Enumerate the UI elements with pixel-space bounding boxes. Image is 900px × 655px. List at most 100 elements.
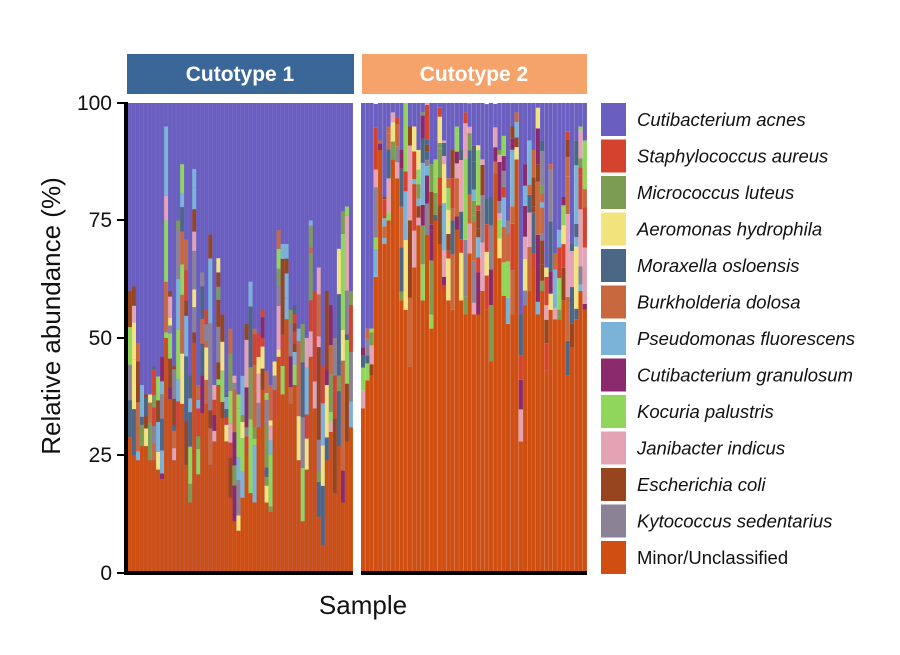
segment-burkholderia-dolosa	[264, 370, 269, 393]
segment-kytococcus-sedentarius	[365, 338, 370, 356]
segment-cutibacterium-acnes	[390, 103, 396, 113]
segment-micrococcus-luteus	[348, 291, 353, 306]
segment-janibacter-indicus	[344, 215, 349, 291]
segment-pseudomonas-fluorescens	[373, 248, 379, 277]
segment-escherichia-coli	[208, 234, 213, 259]
segment-cutibacterium-granulosum	[340, 470, 345, 503]
segment-pseudomonas-fluorescens	[160, 450, 165, 474]
sample-bar	[569, 103, 575, 573]
segment-pseudomonas-fluorescens	[424, 166, 430, 176]
segment-aeromonas-hydrophila	[476, 145, 481, 151]
segment-staphylococcus-aureus	[224, 417, 229, 425]
segment-micrococcus-luteus	[148, 422, 153, 441]
segment-micrococcus-luteus	[308, 252, 313, 301]
sample-bar	[336, 103, 341, 573]
segment-janibacter-indicus	[304, 338, 309, 368]
segment-kocuria-palustris	[463, 158, 468, 179]
segment-pseudomonas-fluorescens	[224, 396, 229, 410]
segment-kytococcus-sedentarius	[497, 201, 502, 214]
segment-cutibacterium-acnes	[412, 103, 417, 127]
segment-minor-unclassified	[348, 427, 353, 573]
segment-micrococcus-luteus	[232, 465, 237, 486]
segment-moraxella-osloensis	[140, 416, 145, 425]
segment-kytococcus-sedentarius	[172, 369, 177, 399]
segment-minor-unclassified	[332, 493, 337, 573]
segment-cutibacterium-acnes	[180, 103, 185, 165]
legend-item: Micrococcus luteus	[601, 176, 794, 209]
segment-burkholderia-dolosa	[180, 231, 185, 265]
sample-bar	[527, 103, 532, 573]
segment-janibacter-indicus	[369, 345, 374, 365]
segment-aeromonas-hydrophila	[304, 438, 309, 470]
segment-staphylococcus-aureus	[244, 436, 249, 456]
segment-staphylococcus-aureus	[312, 355, 317, 382]
segment-cutibacterium-acnes	[192, 103, 197, 169]
segment-micrococcus-luteus	[340, 211, 345, 234]
segment-burkholderia-dolosa	[252, 364, 257, 428]
segment-moraxella-osloensis	[160, 418, 165, 451]
segment-cutibacterium-acnes	[340, 103, 345, 212]
segment-burkholderia-dolosa	[582, 189, 587, 208]
segment-staphylococcus-aureus	[176, 401, 181, 428]
segment-micrococcus-luteus	[416, 184, 421, 199]
segment-micrococcus-luteus	[437, 148, 443, 178]
segment-cutibacterium-acnes	[296, 103, 301, 329]
segment-cutibacterium-acnes	[582, 103, 587, 141]
segment-micrococcus-luteus	[300, 323, 305, 363]
segment-janibacter-indicus	[467, 126, 472, 134]
segment-kocuria-palustris	[180, 264, 185, 295]
segment-kocuria-palustris	[497, 219, 502, 239]
segment-kocuria-palustris	[403, 103, 408, 172]
segment-minor-unclassified	[144, 446, 149, 573]
sample-bar	[365, 103, 370, 573]
segment-aeromonas-hydrophila	[240, 421, 245, 439]
legend-label: Escherichia coli	[637, 474, 766, 495]
segment-micrococcus-luteus	[557, 309, 562, 320]
segment-cutibacterium-acnes	[531, 103, 536, 150]
sample-bar	[148, 103, 153, 573]
segment-aeromonas-hydrophila	[168, 317, 173, 326]
legend-label: Minor/Unclassified	[637, 547, 788, 568]
segment-minor-unclassified	[471, 314, 477, 573]
segment-janibacter-indicus	[480, 159, 485, 165]
segment-burkholderia-dolosa	[548, 164, 553, 170]
sample-bar	[128, 103, 133, 573]
segment-cutibacterium-acnes	[446, 103, 451, 179]
sample-bar	[467, 103, 472, 573]
segment-cutibacterium-acnes	[184, 103, 189, 240]
segment-minor-unclassified	[514, 159, 519, 573]
sample-bar	[212, 103, 217, 573]
segment-moraxella-osloensis	[184, 356, 189, 422]
segment-cutibacterium-acnes	[540, 103, 545, 141]
segment-janibacter-indicus	[416, 217, 421, 226]
segment-burkholderia-dolosa	[535, 181, 541, 235]
segment-kytococcus-sedentarius	[578, 266, 583, 285]
segment-kocuria-palustris	[240, 438, 245, 472]
segment-janibacter-indicus	[386, 178, 391, 213]
segment-micrococcus-luteus	[429, 260, 434, 315]
segment-cutibacterium-acnes	[328, 103, 333, 306]
segment-minor-unclassified	[450, 309, 455, 573]
segment-escherichia-coli	[128, 313, 133, 328]
segment-janibacter-indicus	[471, 302, 477, 315]
segment-kocuria-palustris	[252, 438, 257, 446]
segment-burkholderia-dolosa	[510, 206, 515, 224]
sample-bar	[510, 103, 515, 573]
segment-janibacter-indicus	[497, 213, 502, 220]
segment-kytococcus-sedentarius	[505, 220, 511, 234]
segment-minor-unclassified	[561, 300, 566, 573]
legend-label: Janibacter indicus	[636, 438, 785, 459]
segment-pseudomonas-fluorescens	[240, 375, 245, 416]
segment-cutibacterium-acnes	[488, 103, 494, 197]
segment-cutibacterium-acnes	[148, 103, 153, 395]
segment-burkholderia-dolosa	[172, 430, 177, 449]
sample-bar	[395, 103, 400, 573]
segment-pseudomonas-fluorescens	[180, 192, 185, 208]
segment-kocuria-palustris	[248, 419, 253, 494]
y-axis-line	[124, 102, 128, 574]
segment-aeromonas-hydrophila	[324, 385, 329, 438]
segment-minor-unclassified	[412, 267, 417, 573]
segment-burkholderia-dolosa	[531, 150, 536, 178]
segment-aeromonas-hydrophila	[148, 394, 153, 403]
segment-kytococcus-sedentarius	[501, 170, 506, 187]
